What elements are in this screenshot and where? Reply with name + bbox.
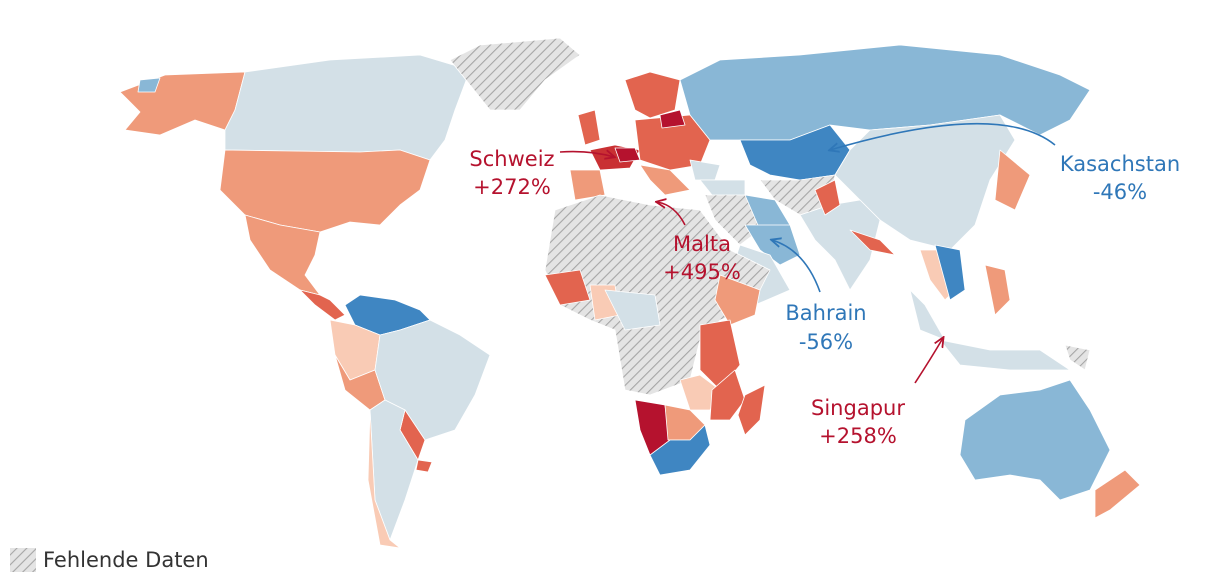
annotation-value: +495% <box>663 260 741 284</box>
arrow <box>830 122 1056 150</box>
annotation-name: Malta <box>673 232 731 256</box>
arrow <box>914 338 943 384</box>
countries <box>119 37 1141 549</box>
annotation-name: Kasachstan <box>1060 152 1180 176</box>
legend-swatch <box>10 548 36 572</box>
annotation-value: +272% <box>473 175 551 199</box>
annotation-value: -56% <box>799 330 853 354</box>
arrow <box>772 240 821 293</box>
annotation-name: Bahrain <box>785 301 866 325</box>
annotation-name: Singapur <box>811 396 905 420</box>
arrow <box>657 202 686 226</box>
legend-label: Fehlende Daten <box>43 548 209 572</box>
annotation-value: -46% <box>1093 180 1147 204</box>
annotation-name: Schweiz <box>469 147 554 171</box>
arrow <box>559 152 614 157</box>
annotation-value: +258% <box>819 424 897 448</box>
